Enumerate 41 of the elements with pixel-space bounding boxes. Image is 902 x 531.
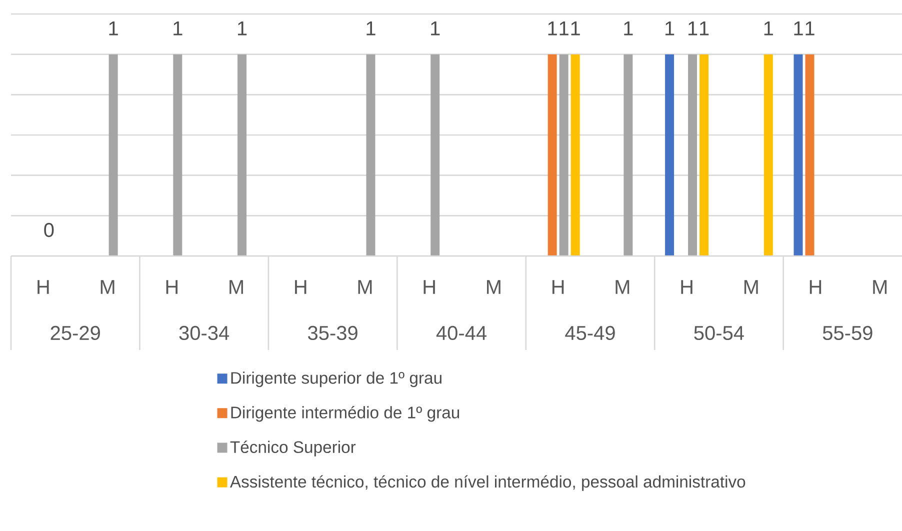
x-tick-label: M — [744, 280, 758, 294]
x-tick-label: H — [810, 280, 822, 294]
data-label: 1 — [688, 21, 698, 36]
text: 55-59 — [822, 326, 872, 340]
x-tick-label: M — [487, 280, 500, 294]
x-tick-label: H — [166, 280, 178, 294]
data-label: 1 — [624, 21, 633, 36]
data-label: 1 — [174, 21, 182, 36]
x-tick-label: M — [358, 280, 372, 294]
x-tick-label: M — [616, 280, 630, 294]
data-label: 1 — [548, 21, 557, 36]
data-label: 1 — [431, 21, 440, 36]
x-tick-label: M — [873, 280, 887, 294]
legend-label: Técnico Superior — [230, 440, 356, 456]
x-tick-label: M — [100, 280, 114, 294]
x-tick-label: H — [295, 280, 306, 294]
data-label: 1 — [806, 21, 814, 36]
data-label: 1 — [571, 21, 580, 36]
text: 40-44 — [436, 326, 487, 340]
data-label: 1 — [560, 21, 568, 36]
x-tick-label: H — [424, 280, 435, 294]
data-label: 1 — [666, 21, 674, 36]
text: 25-29 — [50, 326, 100, 340]
data-label: 1 — [366, 21, 376, 36]
x-tick-label: H — [38, 280, 49, 294]
data-label: 1 — [238, 21, 247, 36]
text: 30-34 — [179, 326, 230, 340]
legend-label: Dirigente intermédio de 1º grau — [231, 406, 460, 422]
legend-label: Dirigente superior de 1º grau — [231, 372, 442, 388]
text: 50-54 — [694, 326, 744, 340]
legend-label: Assistente técnico, técnico de nível intermédio, pessoal administrativo — [230, 475, 746, 491]
data-label: 1 — [109, 21, 118, 36]
text: 45-49 — [565, 326, 615, 340]
x-tick-label: H — [681, 280, 692, 294]
x-tick-label: M — [230, 280, 243, 294]
x-tick-label: H — [552, 280, 564, 294]
text: 35-39 — [308, 326, 358, 340]
data-label: 0 — [44, 222, 54, 238]
data-label: 1 — [700, 21, 709, 36]
data-label: 1 — [794, 21, 803, 36]
data-label: 1 — [764, 21, 773, 36]
